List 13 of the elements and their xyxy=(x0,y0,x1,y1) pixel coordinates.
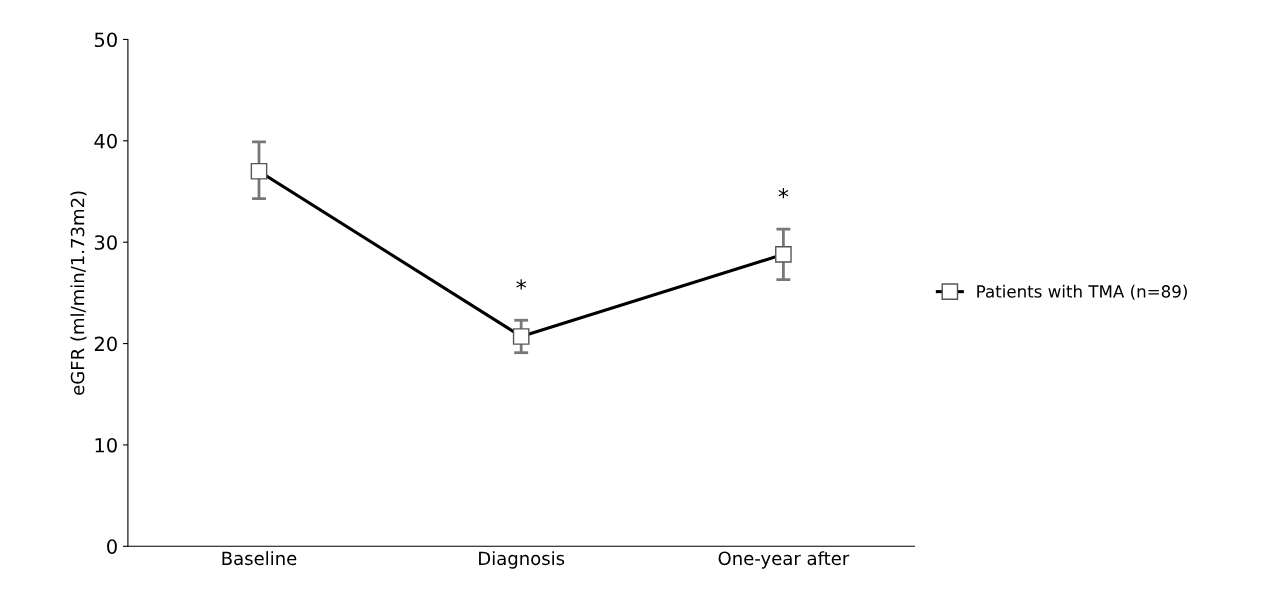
annotation: * xyxy=(516,279,527,290)
y-axis-title: eGFR (ml/min/1.73m2) xyxy=(70,191,87,395)
legend-label: Patients with TMA (n=89) xyxy=(977,284,1187,300)
y-tick-label: 10 xyxy=(95,437,117,453)
y-tick-label: 50 xyxy=(94,32,117,48)
y-tick-label: 0 xyxy=(107,539,117,554)
x-tick-label: Baseline xyxy=(222,551,297,566)
x-tick-label: Diagnosis xyxy=(479,551,565,569)
y-tick-label: 30 xyxy=(94,235,117,250)
y-tick-label: 40 xyxy=(94,133,117,149)
annotation: * xyxy=(778,188,789,199)
x-tick-label: One-year after xyxy=(718,551,850,569)
y-tick-label: 20 xyxy=(94,336,117,352)
